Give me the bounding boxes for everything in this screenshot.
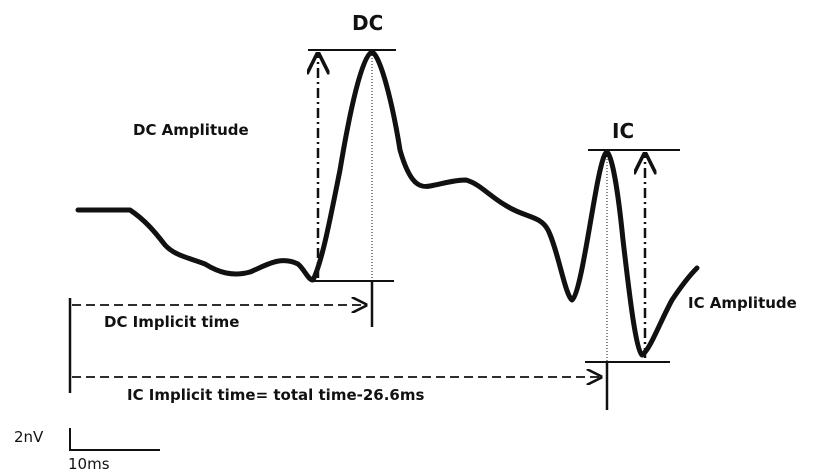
waveform bbox=[75, 49, 700, 358]
ic-label: IC bbox=[612, 119, 634, 143]
dc-label: DC bbox=[352, 11, 383, 35]
scale-horizontal-label: 10ms bbox=[68, 455, 110, 473]
ic-implicit-label: IC Implicit time= total time-26.6ms bbox=[127, 386, 424, 404]
dc-amplitude-label: DC Amplitude bbox=[133, 121, 249, 139]
scale-bar bbox=[69, 428, 160, 451]
scale-vertical-label: 2nV bbox=[14, 428, 44, 446]
dc-implicit-label: DC Implicit time bbox=[104, 313, 239, 331]
ic-amplitude-label: IC Amplitude bbox=[688, 294, 797, 312]
